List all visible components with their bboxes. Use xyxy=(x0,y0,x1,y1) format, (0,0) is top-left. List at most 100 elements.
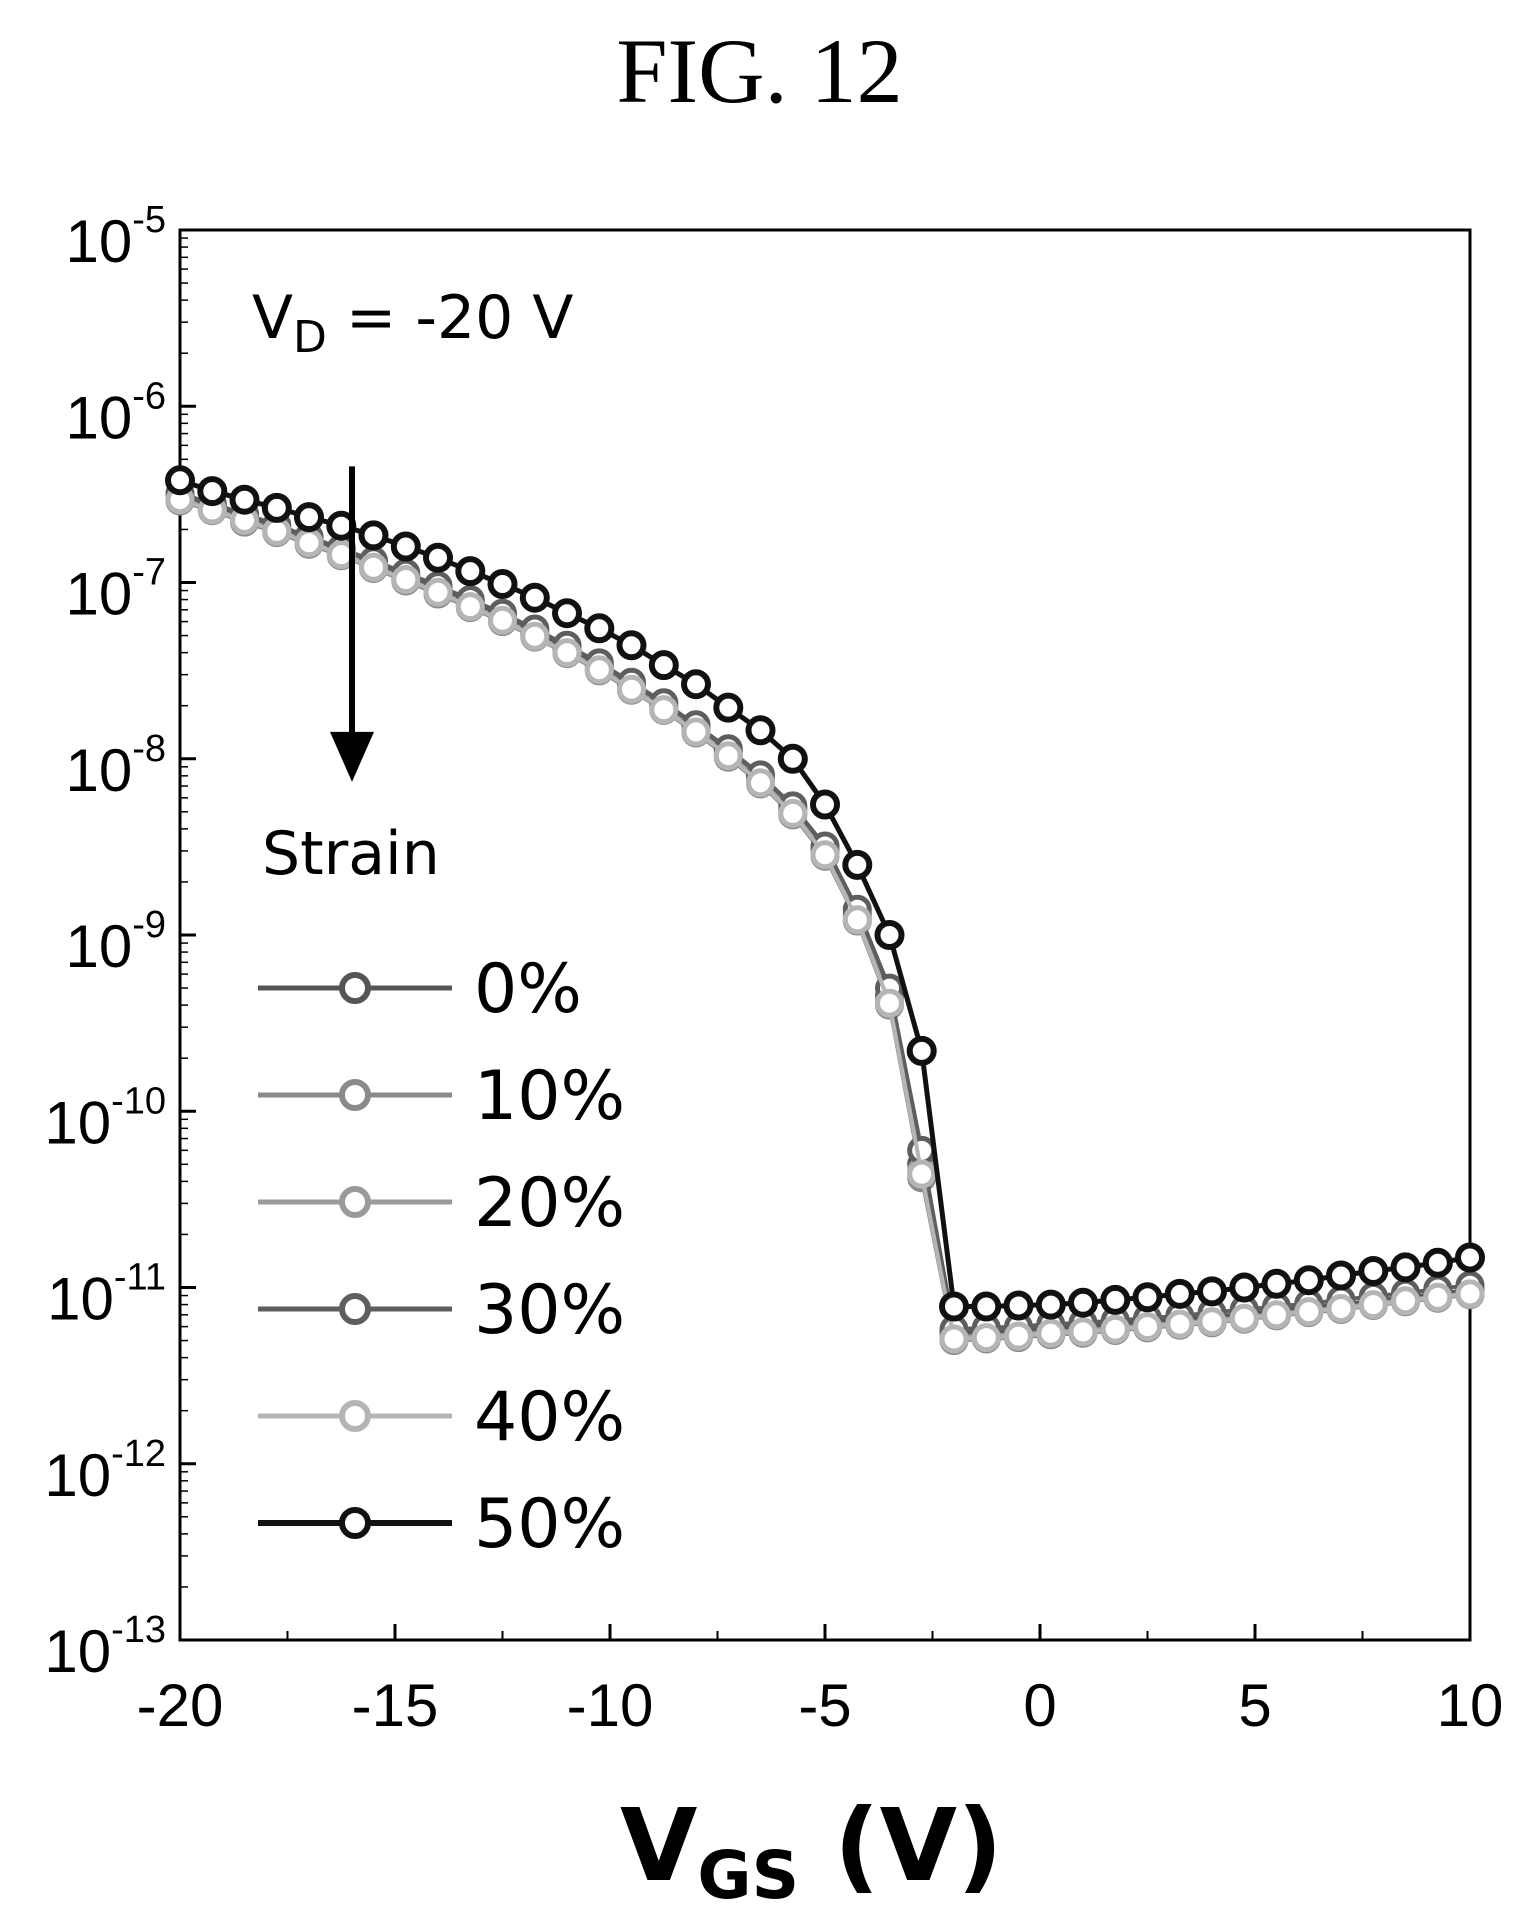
data-point xyxy=(391,565,421,594)
data-point xyxy=(1326,1260,1356,1291)
drain-voltage-annotation: VD = -20 V xyxy=(252,283,573,363)
data-point xyxy=(487,569,518,599)
data-point xyxy=(1326,1294,1356,1323)
data-point xyxy=(197,476,228,507)
data-point xyxy=(649,695,679,725)
data-point xyxy=(1035,1289,1066,1320)
data-point xyxy=(1036,1318,1066,1348)
plot-frame xyxy=(178,228,1472,1642)
data-point xyxy=(1229,1303,1259,1333)
data-point xyxy=(875,988,904,1018)
data-point xyxy=(1100,1314,1130,1344)
data-point xyxy=(359,552,388,582)
x-axis-label: VGS (V) xyxy=(620,1787,1003,1913)
data-point xyxy=(1358,1290,1388,1320)
data-point xyxy=(1165,1309,1195,1339)
data-point xyxy=(584,655,614,685)
data-point xyxy=(390,531,421,562)
data-point xyxy=(1423,1282,1453,1312)
legend-label: 30% xyxy=(474,1271,625,1350)
legend-entry: 0% xyxy=(258,950,582,1029)
series-line xyxy=(179,496,1471,1340)
data-point xyxy=(777,743,808,774)
data-point xyxy=(1068,1317,1098,1347)
annotation-prefix: V xyxy=(252,283,293,353)
y-tick-label: 10-11 xyxy=(47,1257,166,1333)
data-point xyxy=(746,768,775,798)
data-point xyxy=(294,502,324,533)
data-point xyxy=(1294,1297,1324,1327)
x-tick-label: -15 xyxy=(352,1672,439,1739)
data-point xyxy=(519,582,550,613)
data-point xyxy=(1003,1290,1034,1321)
data-point xyxy=(1164,1278,1195,1309)
strain-arrow xyxy=(330,466,374,782)
data-point xyxy=(1132,1282,1163,1313)
data-point xyxy=(617,674,646,704)
data-point xyxy=(971,1323,1001,1353)
series-20pct xyxy=(165,483,1485,1353)
legend-entry: 30% xyxy=(258,1271,625,1350)
data-point xyxy=(1229,1272,1260,1303)
data-point xyxy=(229,484,260,515)
series-10pct xyxy=(165,486,1485,1356)
data-point xyxy=(810,789,840,820)
data-point xyxy=(907,1159,937,1189)
data-point xyxy=(1133,1312,1162,1342)
x-axis-ticks: -20 -15 -10 -5 0 5 10 xyxy=(137,1624,1504,1739)
data-point xyxy=(1100,1284,1131,1315)
data-point xyxy=(810,840,840,870)
legend-entry: 10% xyxy=(258,1057,625,1136)
legend-marker xyxy=(339,972,371,1004)
legend-marker xyxy=(339,1079,371,1111)
data-point xyxy=(1391,1286,1420,1316)
legend-title: Strain xyxy=(262,819,440,889)
data-point xyxy=(842,849,873,880)
series-40pct xyxy=(165,485,1485,1354)
y-tick-label: 10-10 xyxy=(44,1080,166,1156)
data-point xyxy=(906,1035,937,1066)
data-point xyxy=(778,798,808,828)
series-line xyxy=(179,499,1471,1343)
series-line xyxy=(179,497,1471,1342)
data-point xyxy=(552,598,582,629)
data-point xyxy=(261,492,292,523)
data-point xyxy=(907,1135,937,1165)
data-point xyxy=(745,715,776,746)
y-tick-label: 10-9 xyxy=(65,904,166,980)
data-point xyxy=(294,528,324,558)
x-tick-label: 10 xyxy=(1437,1672,1504,1739)
legend-marker xyxy=(339,1507,371,1539)
svg-text:VD = -20 V: VD = -20 V xyxy=(252,283,573,363)
legend-entry: 40% xyxy=(258,1378,625,1457)
series-line xyxy=(179,477,1471,1309)
data-point xyxy=(939,1324,969,1354)
x-tick-label: 5 xyxy=(1238,1672,1271,1739)
y-tick-label: 10-13 xyxy=(44,1609,166,1685)
data-point xyxy=(1197,1276,1227,1307)
data-point xyxy=(1261,1268,1292,1299)
legend-label: 20% xyxy=(474,1164,625,1243)
data-point xyxy=(713,692,744,723)
data-point xyxy=(423,542,453,573)
data-point xyxy=(423,577,453,607)
legend-entry: 50% xyxy=(258,1485,625,1564)
data-point xyxy=(1068,1287,1098,1318)
arrow-head xyxy=(330,731,374,782)
data-point xyxy=(584,613,615,644)
data-point xyxy=(681,717,711,747)
data-point xyxy=(971,1291,1002,1322)
legend: Strain 0% 10% 20% 30% 40% 50% xyxy=(258,819,625,1564)
legend-label: 40% xyxy=(474,1378,625,1457)
data-point xyxy=(842,905,872,935)
series-layer xyxy=(165,465,1485,1356)
data-point xyxy=(455,592,485,622)
series-50pct xyxy=(165,465,1485,1322)
legend-label: 10% xyxy=(474,1057,625,1136)
legend-label: 50% xyxy=(474,1485,625,1564)
xlabel-sub: GS xyxy=(697,1837,799,1913)
series-line xyxy=(179,493,1471,1336)
data-point xyxy=(455,556,486,587)
data-point xyxy=(552,638,582,668)
